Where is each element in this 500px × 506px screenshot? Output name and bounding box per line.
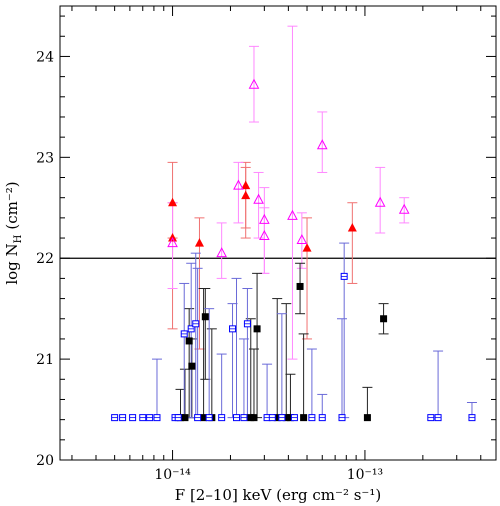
data-point [316,139,328,150]
x-axis-title: F [2–10] keV (erg cm⁻² s⁻¹) [175,486,381,504]
data-point [259,213,270,224]
data-point [216,247,227,258]
data-point [273,414,281,422]
data-point [296,282,304,290]
y-axis-title-unit: (cm⁻²) [3,181,21,229]
y-tick-label: 24 [36,49,54,65]
data-point [300,414,308,422]
tick-labels: 20 21 22 23 24 10⁻¹⁴ 10⁻¹³ [36,49,383,483]
data-point [253,193,264,204]
data-point [374,196,386,207]
data-point [241,190,251,200]
plot-frame [59,5,497,461]
data-point [241,180,251,190]
data-point [250,414,258,422]
data-point [233,179,244,190]
data-point [185,337,193,345]
data-point [248,78,260,89]
y-tick-label: 20 [36,453,54,469]
y-tick-label: 22 [36,251,54,267]
data-point [201,313,209,321]
data-point [347,222,357,232]
data-point [168,197,178,207]
y-axis-title: log NH (cm⁻²) [3,181,24,284]
data-point [253,325,261,333]
data-point [181,414,189,422]
x-tick-label: 10⁻¹³ [347,467,383,483]
y-tick-label: 23 [36,150,54,166]
data-point [380,315,388,323]
data-point [287,209,298,220]
axis-ticks [60,6,496,461]
data-points [111,78,476,422]
y-axis-title-sub: H [13,234,24,243]
x-tick-label: 10⁻¹⁴ [154,467,191,483]
data-point [286,414,294,422]
data-point [259,229,270,241]
error-bars [151,25,477,419]
data-point [398,203,410,214]
data-point [194,238,204,247]
data-point [167,237,178,248]
data-point [296,233,308,245]
y-axis-title-main: log N [3,243,21,284]
y-tick-label: 21 [36,352,54,368]
data-point [282,414,290,422]
data-point [363,414,371,422]
data-point [200,414,208,422]
data-point [188,362,196,370]
data-point [302,243,312,252]
